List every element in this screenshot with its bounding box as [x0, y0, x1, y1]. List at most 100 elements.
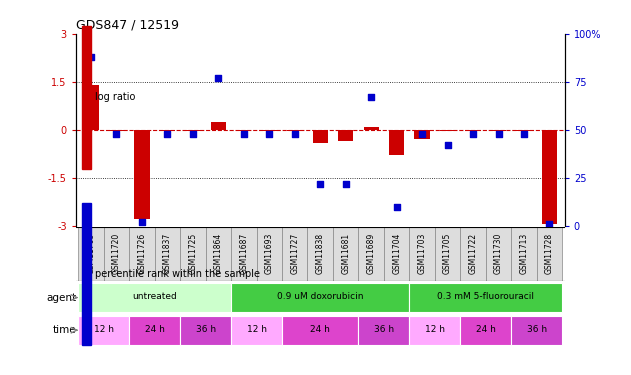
- Point: [366, 94, 376, 100]
- Bar: [186, 130, 201, 131]
- Bar: [338, 130, 353, 141]
- Bar: [282, 316, 358, 345]
- Text: 24 h: 24 h: [310, 325, 330, 334]
- Text: percentile rank within the sample: percentile rank within the sample: [95, 269, 259, 279]
- Point: [239, 130, 249, 136]
- Text: 12 h: 12 h: [94, 325, 114, 334]
- Text: GSM11705: GSM11705: [443, 233, 452, 274]
- Bar: [511, 226, 537, 281]
- Text: GSM11864: GSM11864: [214, 233, 223, 274]
- Bar: [83, 85, 98, 130]
- Bar: [129, 226, 155, 281]
- Text: GDS847 / 12519: GDS847 / 12519: [76, 18, 179, 31]
- Bar: [82, 26, 91, 169]
- Bar: [511, 316, 562, 345]
- Text: 36 h: 36 h: [196, 325, 216, 334]
- Bar: [206, 226, 231, 281]
- Point: [162, 130, 172, 136]
- Bar: [389, 130, 404, 155]
- Bar: [384, 226, 410, 281]
- Text: untreated: untreated: [133, 292, 177, 302]
- Text: 24 h: 24 h: [476, 325, 496, 334]
- Bar: [333, 226, 358, 281]
- Point: [392, 204, 402, 210]
- Point: [442, 142, 452, 148]
- Bar: [415, 130, 430, 140]
- Text: GSM11703: GSM11703: [418, 233, 427, 274]
- Point: [519, 130, 529, 136]
- Text: 36 h: 36 h: [527, 325, 547, 334]
- Text: GSM11720: GSM11720: [112, 233, 121, 274]
- Point: [290, 130, 300, 136]
- Text: GSM11704: GSM11704: [392, 233, 401, 274]
- Bar: [109, 130, 124, 131]
- Point: [341, 180, 351, 186]
- Bar: [461, 226, 486, 281]
- Text: GSM11693: GSM11693: [265, 233, 274, 274]
- Bar: [236, 130, 252, 131]
- Bar: [257, 226, 282, 281]
- Bar: [180, 226, 206, 281]
- Text: GSM11838: GSM11838: [316, 233, 325, 274]
- Point: [112, 130, 122, 136]
- Text: 0.3 mM 5-fluorouracil: 0.3 mM 5-fluorouracil: [437, 292, 534, 302]
- Point: [417, 130, 427, 136]
- Bar: [262, 130, 277, 131]
- Bar: [410, 226, 435, 281]
- Text: GSM11681: GSM11681: [341, 233, 350, 274]
- Bar: [78, 283, 231, 312]
- Bar: [363, 126, 379, 130]
- Text: GSM11730: GSM11730: [494, 233, 503, 274]
- Text: 24 h: 24 h: [144, 325, 165, 334]
- Bar: [410, 283, 562, 312]
- Bar: [435, 226, 461, 281]
- Text: GSM11837: GSM11837: [163, 233, 172, 274]
- Bar: [461, 316, 511, 345]
- Bar: [282, 226, 307, 281]
- Text: time: time: [52, 325, 76, 335]
- Point: [86, 54, 96, 60]
- Bar: [103, 226, 129, 281]
- Text: GSM11722: GSM11722: [469, 233, 478, 274]
- Text: GSM11726: GSM11726: [138, 233, 146, 274]
- Text: GSM11687: GSM11687: [239, 233, 249, 274]
- Bar: [537, 226, 562, 281]
- Bar: [129, 316, 180, 345]
- Text: GSM11725: GSM11725: [189, 233, 198, 274]
- Point: [315, 180, 326, 186]
- Bar: [466, 130, 481, 131]
- Bar: [180, 316, 231, 345]
- Text: 12 h: 12 h: [247, 325, 266, 334]
- Point: [188, 130, 198, 136]
- Bar: [231, 283, 410, 312]
- Text: GSM11689: GSM11689: [367, 233, 375, 274]
- Point: [545, 221, 555, 227]
- Point: [468, 130, 478, 136]
- Bar: [155, 226, 180, 281]
- Bar: [312, 130, 328, 142]
- Point: [213, 75, 223, 81]
- Bar: [440, 130, 455, 131]
- Text: 12 h: 12 h: [425, 325, 445, 334]
- Bar: [358, 226, 384, 281]
- Bar: [78, 226, 103, 281]
- Text: log ratio: log ratio: [95, 93, 135, 102]
- Bar: [160, 130, 175, 131]
- Bar: [486, 226, 511, 281]
- Bar: [134, 130, 150, 219]
- Bar: [231, 226, 257, 281]
- Bar: [358, 316, 410, 345]
- Bar: [82, 202, 91, 345]
- Text: GSM11713: GSM11713: [519, 233, 529, 274]
- Point: [493, 130, 504, 136]
- Bar: [231, 316, 282, 345]
- Bar: [516, 130, 532, 131]
- Point: [137, 219, 147, 225]
- Text: GSM11727: GSM11727: [290, 233, 299, 274]
- Text: GSM11728: GSM11728: [545, 233, 554, 274]
- Bar: [211, 122, 226, 130]
- Text: GSM11709: GSM11709: [86, 233, 95, 274]
- Bar: [491, 130, 506, 131]
- Bar: [78, 316, 129, 345]
- Text: 0.9 uM doxorubicin: 0.9 uM doxorubicin: [277, 292, 363, 302]
